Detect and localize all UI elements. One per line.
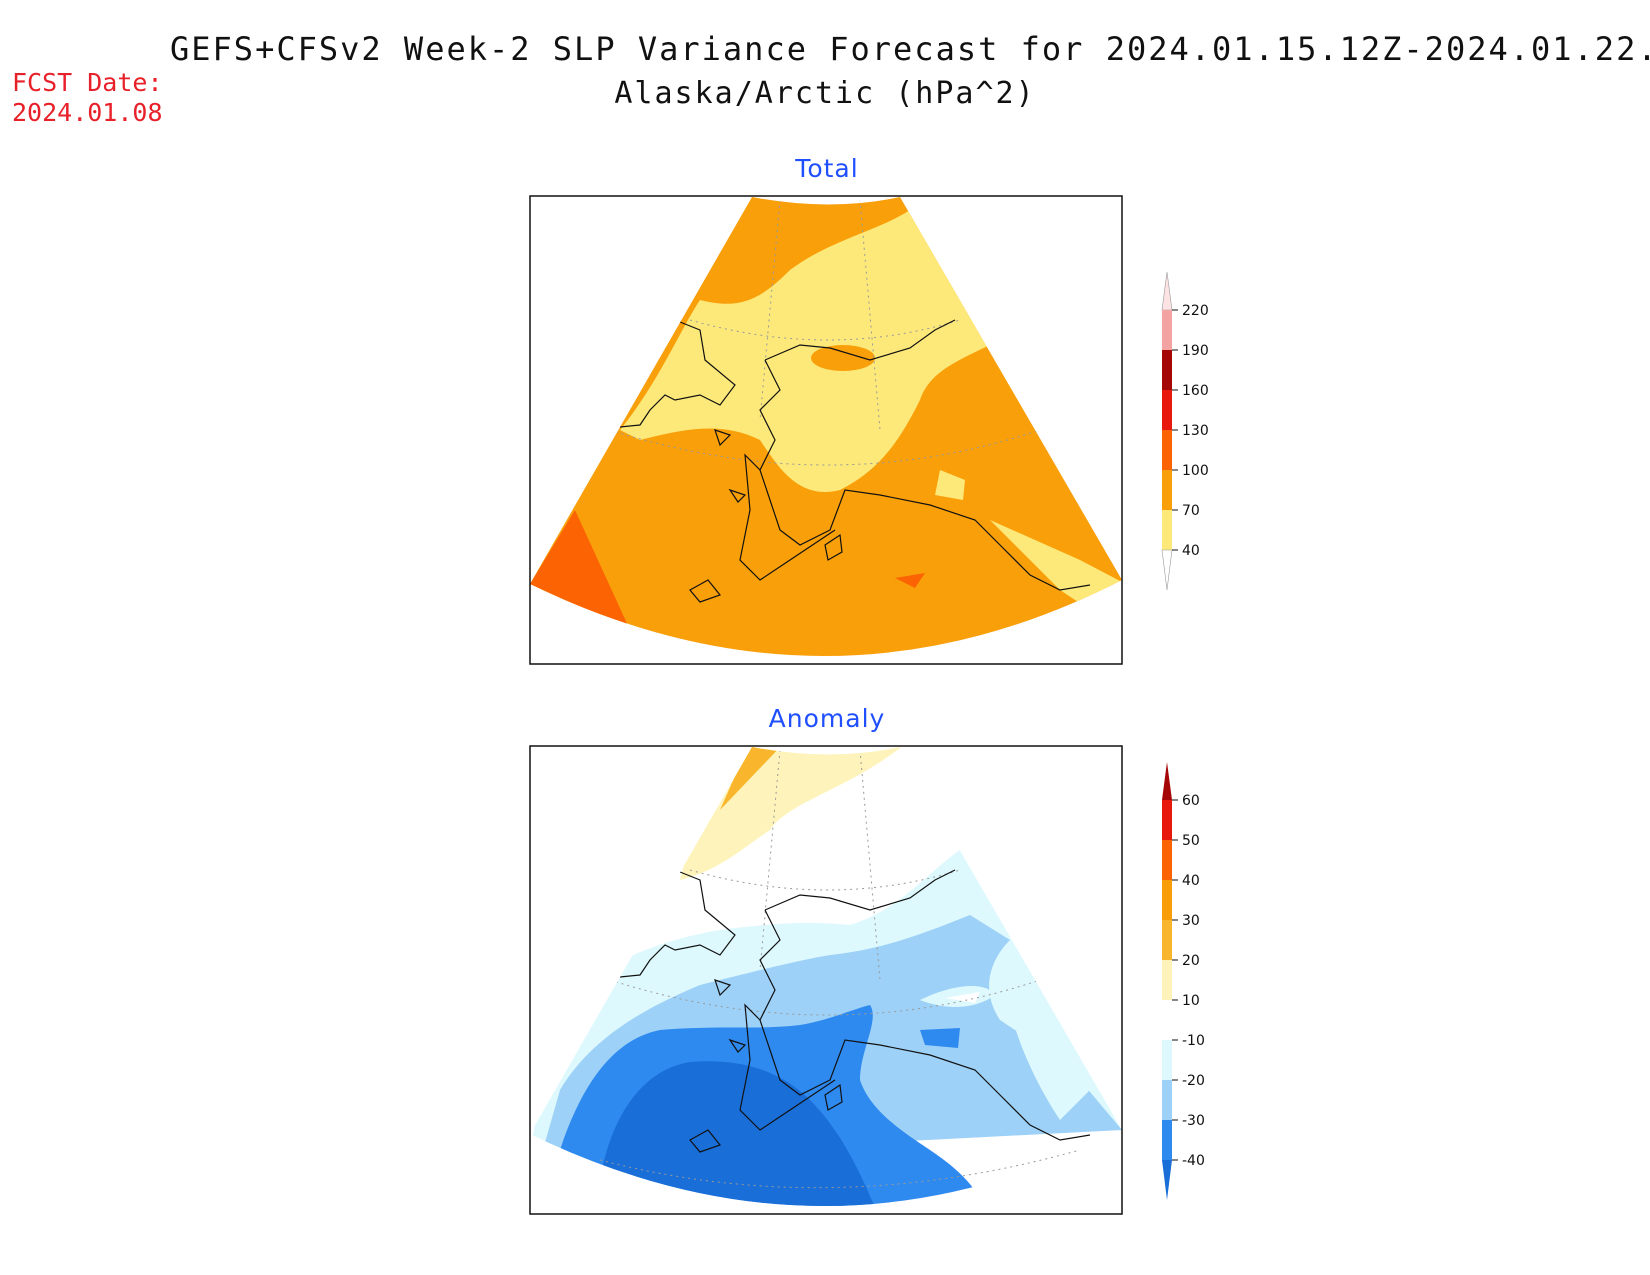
- forecast-date-value: 2024.01.08: [12, 98, 163, 127]
- map-subtitle: Alaska/Arctic (hPa^2): [614, 76, 1036, 111]
- total-legend-label-160: 160: [1182, 383, 1209, 399]
- forecast-date-block: FCST Date: 2024.01.08: [12, 68, 163, 128]
- total-fill-40-70-spot: [935, 470, 965, 500]
- anomaly-map: [529, 745, 1123, 1215]
- total-legend-swatch-160-190: [1162, 350, 1172, 390]
- total-fill-40-70-coast: [990, 520, 1122, 610]
- anomaly-fill-cyan-right: [1010, 1010, 1090, 1120]
- anomaly-legend-swatch-minus20-minus30: [1162, 1080, 1172, 1120]
- total-legend-label-40: 40: [1182, 543, 1200, 559]
- total-legend-swatch-40-70: [1162, 510, 1172, 550]
- anomaly-panel-title: Anomaly: [768, 704, 886, 733]
- total-coastline: [619, 319, 1091, 603]
- anomaly-legend-swatch-minus30-minus40: [1162, 1120, 1172, 1160]
- total-legend-swatch-190-220: [1162, 310, 1172, 350]
- anomaly-legend-swatch-minus10-minus20: [1162, 1040, 1172, 1080]
- total-legend-swatch-130-160: [1162, 390, 1172, 430]
- total-legend-label-190: 190: [1182, 343, 1209, 359]
- anomaly-legend-label-minus30: -30: [1182, 1113, 1205, 1129]
- total-legend-cap-top: [1161, 271, 1173, 311]
- anomaly-legend-swatch-30-40: [1162, 880, 1172, 920]
- anomaly-legend-label-10: 10: [1182, 993, 1200, 1009]
- anomaly-legend-label-60: 60: [1182, 793, 1200, 809]
- total-legend-ticks: [1172, 309, 1178, 551]
- anomaly-field: [530, 747, 1122, 1207]
- anomaly-legend-swatch-neutral: [1162, 1000, 1172, 1040]
- anomaly-legend-swatch-50-60: [1162, 800, 1172, 840]
- anomaly-legend-cap-bottom: [1162, 1160, 1172, 1200]
- anomaly-legend-label-20: 20: [1182, 953, 1200, 969]
- total-legend-label-100: 100: [1182, 463, 1209, 479]
- anomaly-fill-white-patch: [945, 992, 980, 1003]
- anomaly-legend-label-minus20: -20: [1182, 1073, 1205, 1089]
- anomaly-legend-ticks: [1172, 799, 1178, 1161]
- total-legend-label-130: 130: [1182, 423, 1209, 439]
- total-legend-label-70: 70: [1182, 503, 1200, 519]
- total-legend: 220 190 160 130 100 70 40: [1161, 271, 1209, 591]
- anomaly-fill-below-minus40: [600, 1061, 880, 1207]
- total-legend-swatch-100-130: [1162, 430, 1172, 470]
- total-fill-40-70: [620, 210, 1000, 492]
- anomaly-legend-label-50: 50: [1182, 833, 1200, 849]
- anomaly-fill-20-30: [720, 747, 785, 810]
- anomaly-fill-minus30-spot: [920, 1028, 960, 1048]
- total-graticule: [609, 199, 1041, 466]
- anomaly-legend-label-30: 30: [1182, 913, 1200, 929]
- anomaly-legend-cap-top: [1162, 762, 1172, 800]
- anomaly-legend-label-40: 40: [1182, 873, 1200, 889]
- total-legend-swatch-70-100: [1162, 470, 1172, 510]
- anomaly-legend: 60 50 40 30 20 10 -10 -20 -30 -40: [1162, 762, 1205, 1200]
- total-map-frame: [529, 195, 1123, 665]
- total-legend-cap-bottom: [1161, 549, 1173, 591]
- anomaly-coastline: [619, 869, 1091, 1153]
- anomaly-legend-label-minus10: -10: [1182, 1033, 1205, 1049]
- total-fill-100-130: [530, 510, 630, 630]
- anomaly-legend-swatch-10-20: [1162, 960, 1172, 1000]
- anomaly-map-frame: [529, 745, 1123, 1215]
- map-title: GEFS+CFSv2 Week-2 SLP Variance Forecast …: [170, 30, 1650, 68]
- anomaly-legend-swatch-40-50: [1162, 840, 1172, 880]
- total-panel-title: Total: [795, 154, 859, 183]
- anomaly-legend-swatch-20-30: [1162, 920, 1172, 960]
- total-map: [529, 195, 1123, 665]
- anomaly-legend-label-minus40: -40: [1182, 1153, 1205, 1169]
- anomaly-graticule: [599, 749, 1081, 1189]
- total-fill-70-100-spot: [811, 345, 875, 371]
- forecast-date-label: FCST Date:: [12, 68, 163, 97]
- total-fill-100-130-spot: [895, 573, 925, 588]
- total-legend-label-220: 220: [1182, 303, 1209, 319]
